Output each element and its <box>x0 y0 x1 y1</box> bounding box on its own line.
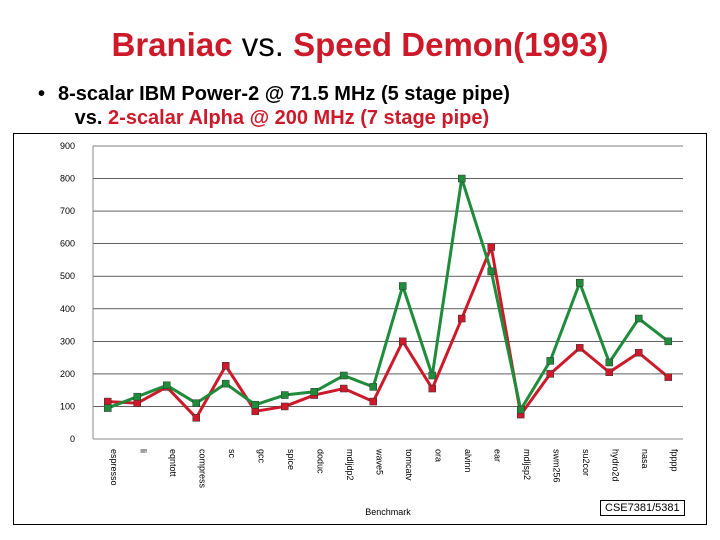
series-1-point <box>428 384 436 393</box>
series-2-point <box>133 392 141 401</box>
series-2-point <box>635 314 643 323</box>
series-1-point <box>104 397 112 406</box>
title-speed-demon: Speed Demon(1993) <box>293 26 609 63</box>
series-1-point <box>635 348 643 357</box>
x-tick-label: sc <box>227 449 237 459</box>
y-tick-label: 700 <box>60 206 75 216</box>
y-tick-label: 800 <box>60 174 75 184</box>
x-tick-label: mdljsp2 <box>522 449 532 480</box>
series-1-point <box>399 337 407 346</box>
title-vs: vs. <box>232 26 294 63</box>
y-tick-label: 400 <box>60 304 75 314</box>
series-2-point <box>192 399 200 407</box>
series-2-point <box>222 379 230 388</box>
x-tick-label: gcc <box>256 449 266 464</box>
series-2-point <box>487 267 495 276</box>
series-1-point <box>458 314 466 323</box>
series-1-point <box>664 373 672 381</box>
x-tick-label: spice <box>286 449 296 470</box>
x-tick-label: compress <box>197 449 207 489</box>
series-1-point <box>487 243 495 251</box>
x-tick-label: fpppp <box>669 449 679 472</box>
series-2-point <box>517 405 525 414</box>
x-tick-label: ear <box>492 449 502 462</box>
title-braniac: Braniac <box>111 26 233 63</box>
series-2-point <box>104 404 112 412</box>
series-2-point <box>369 383 377 391</box>
series-2-point <box>458 174 466 183</box>
bullet-line-1: 8-scalar IBM Power-2 @ 71.5 MHz (5 stage… <box>58 83 510 105</box>
y-tick-label: 500 <box>60 271 75 281</box>
bullet-line-2: vs. 2-scalar Alpha @ 200 MHz (7 stage pi… <box>58 106 708 130</box>
y-tick-label: 200 <box>60 369 75 379</box>
series-1-point <box>605 368 613 377</box>
series-1-point <box>133 399 141 407</box>
bullet-vs: vs. <box>74 107 109 129</box>
x-tick-label: doduc <box>315 449 325 474</box>
bullet-alpha: 2-scalar Alpha @ 200 MHz (7 stage pipe) <box>108 107 490 129</box>
series-2-point <box>605 358 613 367</box>
x-tick-label: mdljdp2 <box>345 449 355 481</box>
series-1-point <box>576 344 584 352</box>
benchmark-chart: 0 100 200 300 400 500 600 700 800 900 espresso li eq… <box>13 133 707 525</box>
series-1-point <box>192 414 200 422</box>
x-tick-label: li <box>138 449 148 453</box>
y-tick-label: 300 <box>60 336 75 346</box>
series-1-point <box>546 370 554 378</box>
series-2-point <box>664 337 672 346</box>
x-tick-label: eqntott <box>168 449 178 477</box>
y-tick-label: 600 <box>60 239 75 249</box>
series-2-point <box>399 282 407 290</box>
x-tick-label: wave5 <box>374 448 384 475</box>
series-2-point <box>546 357 554 365</box>
series-2-point <box>281 391 289 399</box>
series-2-point <box>310 388 318 396</box>
series-1-point <box>222 362 230 370</box>
chart-frame <box>13 133 707 525</box>
x-tick-label: nasa <box>640 449 650 469</box>
x-tick-label: tomcatv <box>404 449 414 481</box>
slide-title: Braniac vs. Speed Demon(1993) <box>0 26 720 64</box>
x-axis-label: Benchmark <box>365 507 411 517</box>
series-line-1 <box>107 245 670 420</box>
y-tick-label: 900 <box>60 141 75 151</box>
bullet-text: • 8-scalar IBM Power-2 @ 71.5 MHz (5 sta… <box>38 82 708 130</box>
series-1-point <box>369 397 377 406</box>
series-2-point <box>428 371 436 380</box>
x-tick-label: ora <box>433 449 443 462</box>
x-tick-label: swm256 <box>551 449 561 483</box>
course-footer: CSE7381/5381 <box>600 500 685 516</box>
series-2-point <box>340 371 348 380</box>
bullet-dot-icon: • <box>38 83 46 105</box>
series-2-point <box>251 401 259 409</box>
series-1-point <box>340 384 348 393</box>
y-tick-label: 100 <box>60 401 75 411</box>
x-tick-label: hydro2d <box>610 449 620 482</box>
series-1-point <box>251 407 259 416</box>
series-line-2 <box>107 177 670 412</box>
series-1-point <box>281 402 289 411</box>
series-2-point <box>576 278 584 287</box>
x-tick-label: su2cor <box>581 449 591 476</box>
y-tick-label: 0 <box>70 434 75 444</box>
x-tick-label: espresso <box>109 449 119 486</box>
series-2-point <box>163 381 171 390</box>
x-tick-label: alvinn <box>463 449 473 473</box>
